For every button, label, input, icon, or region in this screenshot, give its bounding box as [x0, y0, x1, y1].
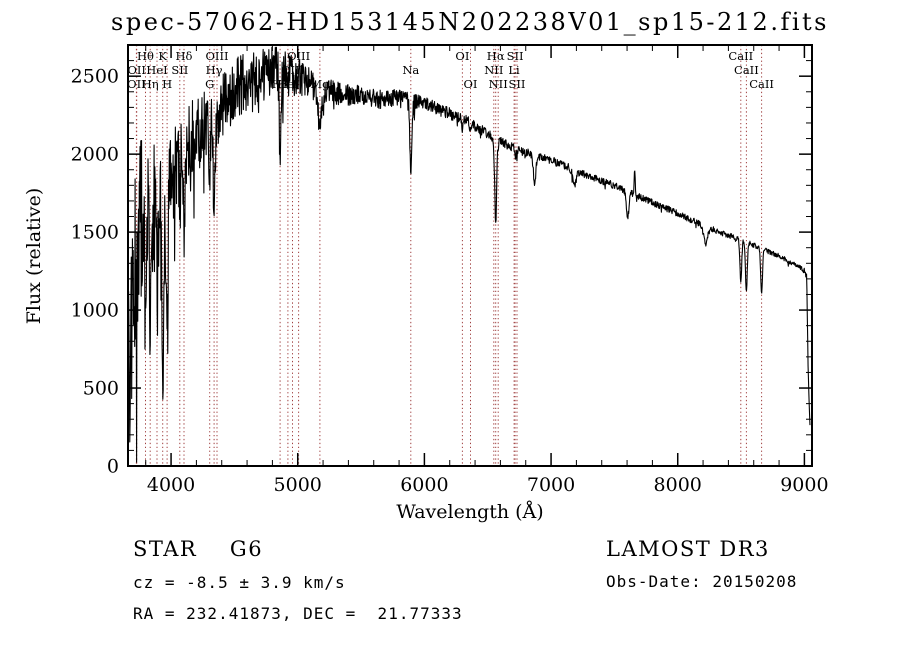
x-tick-label: 6000	[400, 474, 448, 496]
spectral-line-label: OII	[127, 77, 146, 91]
spectral-line-label: Hη	[142, 77, 159, 91]
spectral-line-label: OIII	[205, 49, 228, 63]
ra-dec-text: RA = 232.41873, DEC = 21.77333	[133, 604, 463, 623]
spectral-line-label: CaII	[728, 49, 753, 63]
spectral-line-label: Hα	[487, 49, 505, 63]
spectral-line-label: SII	[171, 63, 188, 77]
spectral-line-label: OII	[127, 63, 146, 77]
y-tick-label: 2500	[71, 66, 119, 88]
spectral-line-label: Hδ	[176, 49, 193, 63]
spectral-line-label: H	[162, 77, 172, 91]
y-tick-label: 0	[107, 456, 119, 478]
spectral-line-label: OIII	[287, 49, 310, 63]
y-tick-label: 1500	[71, 222, 119, 244]
spectral-line-label: Na	[402, 63, 419, 77]
object-class-text: STAR G6	[133, 537, 263, 561]
spectral-line-label: SII	[507, 49, 524, 63]
obs-date-text: Obs-Date: 20150208	[606, 572, 797, 591]
spectral-line-label: NII	[489, 77, 508, 91]
x-tick-label: 4000	[147, 474, 195, 496]
plot-title: spec-57062-HD153145N202238V01_sp15-212.f…	[111, 8, 829, 36]
plot-frame	[127, 44, 813, 467]
y-axis-label: Flux (relative)	[23, 188, 45, 325]
x-tick-label: 8000	[654, 474, 702, 496]
y-tick-label: 2000	[71, 144, 119, 166]
y-tick-label: 500	[83, 378, 119, 400]
radial-velocity-text: cz = -8.5 ± 3.9 km/s	[133, 573, 346, 592]
spectral-line-label: K	[158, 49, 167, 63]
spectral-line-label: Hγ	[206, 63, 223, 77]
spectral-line-label: Hθ	[137, 49, 154, 63]
spectral-line-label: CaII	[749, 77, 774, 91]
spectral-line-label: NII	[484, 63, 503, 77]
x-axis-label: Wavelength (Å)	[396, 501, 543, 523]
x-tick-label: 7000	[527, 474, 575, 496]
spectral-line-label: OI	[455, 49, 469, 63]
x-tick-label: 9000	[780, 474, 828, 496]
spectral-line-label: CaII	[734, 63, 759, 77]
y-tick-label: 1000	[71, 300, 119, 322]
spectral-line-label: G	[205, 77, 214, 91]
spectrum-path	[128, 46, 811, 463]
spectral-line-label: OI	[464, 77, 478, 91]
x-tick-label: 5000	[274, 474, 322, 496]
spectral-line-label: HeI	[146, 63, 167, 77]
spectral-line-label: SII	[509, 77, 526, 91]
survey-release-text: LAMOST DR3	[606, 537, 770, 561]
spectral-line-label: Li	[508, 63, 520, 77]
